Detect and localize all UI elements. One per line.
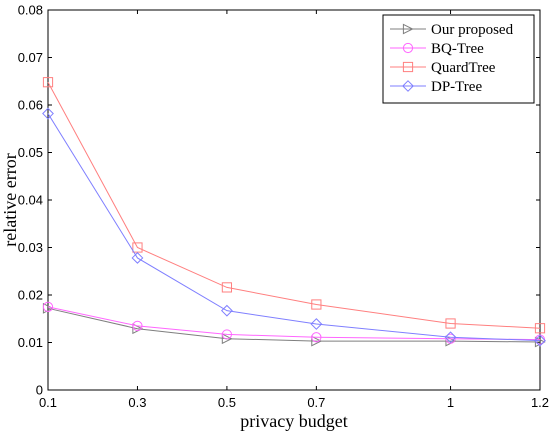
data-point-bq-tree bbox=[221, 329, 233, 340]
data-point-quardtree bbox=[42, 77, 54, 88]
y-axis-title: relative error bbox=[0, 153, 20, 246]
data-point-bq-tree bbox=[132, 320, 143, 331]
x-tick-label: 0.7 bbox=[307, 395, 325, 410]
data-point-bq-tree bbox=[311, 332, 322, 343]
x-tick-label: 1.2 bbox=[531, 395, 549, 410]
legend: Our proposed BQ-Tree QuardTree DP-Tree bbox=[382, 14, 535, 104]
data-point-quardtree bbox=[445, 318, 456, 329]
y-tick-label: 0.04 bbox=[18, 193, 43, 208]
legend-marker bbox=[402, 42, 414, 54]
x-axis-title: privacy budget bbox=[240, 411, 347, 431]
data-point-our-proposed bbox=[132, 323, 144, 335]
y-tick-label: 0.06 bbox=[18, 98, 43, 113]
series-layer bbox=[42, 77, 546, 348]
axis-ticks: 0.1 0.3 0.5 0.7 1 1.2 0 0.01 0.02 0.03 0.04 0.05 0.0… bbox=[18, 3, 549, 411]
data-point-bq-tree bbox=[445, 333, 456, 344]
legend-item-dp-tree: DP-Tree bbox=[390, 79, 482, 95]
legend-marker bbox=[402, 61, 414, 73]
data-point-our-proposed bbox=[221, 333, 233, 345]
legend-marker bbox=[402, 23, 414, 35]
x-tick-label: 0.5 bbox=[218, 395, 236, 410]
series-line-our-proposed bbox=[47, 307, 541, 343]
legend-item-quardtree: QuardTree bbox=[390, 60, 496, 76]
data-point-dp-tree bbox=[310, 318, 323, 330]
data-point-quardtree bbox=[311, 299, 322, 310]
y-tick-label: 0.07 bbox=[18, 50, 43, 65]
legend-item-our-proposed: Our proposed bbox=[390, 22, 514, 38]
data-point-bq-tree bbox=[42, 301, 54, 312]
series-quardtree bbox=[42, 77, 546, 334]
legend-label: DP-Tree bbox=[431, 79, 482, 95]
data-point-dp-tree bbox=[221, 304, 233, 317]
series-line-quardtree bbox=[47, 81, 541, 329]
legend-label: BQ-Tree bbox=[431, 41, 484, 57]
legend-label: Our proposed bbox=[431, 22, 514, 38]
y-tick-label: 0.01 bbox=[18, 335, 43, 350]
legend-marker bbox=[402, 80, 414, 92]
legend-box bbox=[382, 14, 535, 104]
y-tick-label: 0.03 bbox=[18, 240, 43, 255]
legend-item-bq-tree: BQ-Tree bbox=[390, 41, 484, 57]
data-point-our-proposed bbox=[311, 335, 323, 347]
data-point-dp-tree bbox=[534, 334, 546, 347]
y-tick-label: 0.08 bbox=[18, 3, 43, 18]
x-tick-label: 1 bbox=[447, 395, 454, 410]
x-tick-label: 0.3 bbox=[128, 395, 146, 410]
data-point-quardtree bbox=[221, 282, 233, 293]
y-tick-label: 0.05 bbox=[18, 145, 43, 160]
data-point-quardtree bbox=[534, 323, 546, 334]
data-point-dp-tree bbox=[444, 331, 457, 344]
series-line-bq-tree bbox=[47, 306, 541, 341]
series-line-dp-tree bbox=[47, 113, 541, 342]
x-tick-label: 0.1 bbox=[39, 395, 57, 410]
series-dp-tree bbox=[42, 107, 546, 347]
y-tick-label: 0.02 bbox=[18, 288, 43, 303]
data-point-dp-tree bbox=[131, 252, 144, 264]
y-tick-label: 0 bbox=[36, 383, 43, 398]
legend-label: QuardTree bbox=[431, 60, 496, 76]
data-point-dp-tree bbox=[42, 107, 54, 120]
